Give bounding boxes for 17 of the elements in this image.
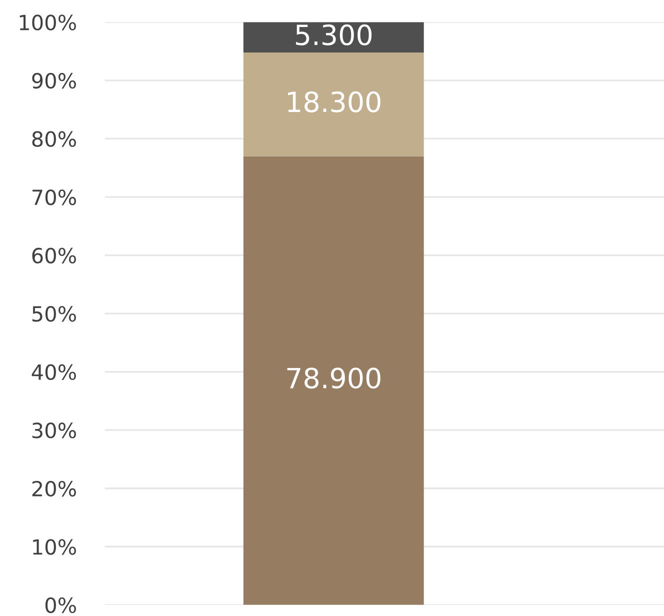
y-tick-label: 10%: [33, 539, 76, 555]
y-tick-label: 100%: [20, 14, 76, 30]
y-tick-label: 80%: [32, 131, 76, 147]
annotation: 78.900: [287, 368, 380, 389]
bar: [243, 156, 424, 605]
y-tick-label: 70%: [32, 189, 76, 206]
bar: [243, 52, 424, 156]
y-tick-label: 20%: [32, 480, 76, 497]
y-tick-label: 90%: [32, 72, 76, 89]
y-tick-label: 0%: [45, 597, 76, 614]
y-tick-label: 30%: [32, 422, 76, 438]
y-tick-label: 50%: [32, 306, 76, 322]
annotation: 5.300: [296, 24, 372, 46]
annotation: 18.300: [288, 91, 380, 112]
y-tick-label: 40%: [32, 364, 76, 380]
y-tick-label: 60%: [32, 248, 76, 264]
bar: [243, 22, 424, 52]
